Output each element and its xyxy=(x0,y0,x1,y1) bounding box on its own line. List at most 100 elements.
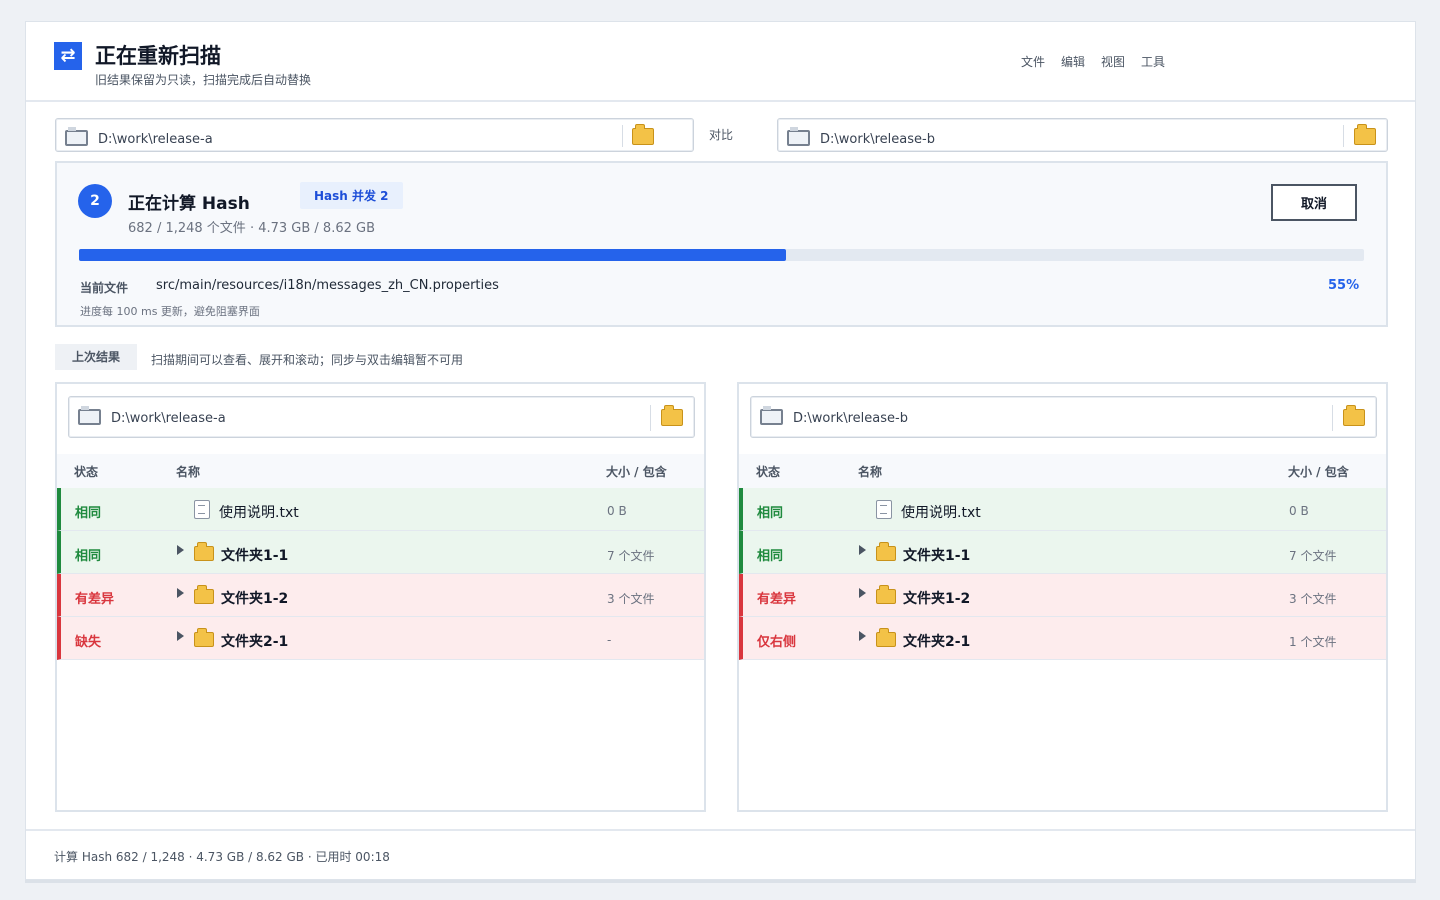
table-row[interactable]: 缺失 文件夹2-1 - xyxy=(57,617,704,660)
status-text: 计算 Hash 682 / 1,248 · 4.73 GB / 8.62 GB … xyxy=(54,850,390,864)
expand-caret-icon[interactable] xyxy=(859,545,866,555)
page-title: 正在重新扫描 xyxy=(95,44,221,68)
progress-fill xyxy=(79,249,786,261)
file-icon xyxy=(876,500,892,519)
row-status: 相同 xyxy=(757,506,784,521)
table-row[interactable]: 有差异 文件夹1-2 3 个文件 xyxy=(739,574,1386,617)
cancel-button[interactable]: 取消 xyxy=(1271,184,1357,221)
right-path-field[interactable]: D:\work\release-b xyxy=(777,118,1388,152)
divider xyxy=(1343,125,1344,147)
current-file-label: 当前文件 xyxy=(80,281,129,295)
row-name: 文件夹1-1 xyxy=(221,548,289,564)
expand-caret-icon[interactable] xyxy=(859,631,866,641)
col-status[interactable]: 状态 xyxy=(756,465,781,479)
col-name[interactable]: 名称 xyxy=(176,465,201,479)
menu-view[interactable]: 视图 xyxy=(1101,55,1126,69)
left-browse-folder-icon[interactable] xyxy=(632,124,654,146)
expand-caret-icon[interactable] xyxy=(177,631,184,641)
table-row[interactable]: 相同 文件夹1-1 7 个文件 xyxy=(57,531,704,574)
folder-icon xyxy=(194,585,214,604)
row-name: 文件夹1-1 xyxy=(903,548,971,564)
row-status: 相同 xyxy=(75,549,102,564)
left-pane-path-text: D:\work\release-a xyxy=(111,411,226,426)
row-size: 0 B xyxy=(1289,504,1309,518)
col-status[interactable]: 状态 xyxy=(74,465,99,479)
row-status: 缺失 xyxy=(75,635,102,650)
left-file-list: 相同 使用说明.txt 0 B 相同 文件夹1-1 7 个文件 有差异 文件夹1-2 3 个文件… xyxy=(57,488,704,660)
hash-concurrency-badge: Hash 并发 2 xyxy=(300,182,403,209)
left-pane-browse-folder-icon[interactable] xyxy=(661,405,683,427)
right-pane-path-field[interactable]: D:\work\release-b xyxy=(750,396,1377,438)
row-status: 相同 xyxy=(757,549,784,564)
header: ⇄ 正在重新扫描 旧结果保留为只读，扫描完成后自动替换 文件 编辑 视图 工具 xyxy=(26,22,1415,102)
right-browse-folder-icon[interactable] xyxy=(1354,124,1376,146)
table-row[interactable]: 相同 使用说明.txt 0 B xyxy=(57,488,704,531)
folder-icon xyxy=(194,542,214,561)
right-path-text: D:\work\release-b xyxy=(820,132,935,147)
previous-results-tag: 上次结果 xyxy=(55,344,137,370)
right-pane: D:\work\release-b 状态 名称 大小 / 包含 相同 使用说明.t… xyxy=(737,382,1388,812)
row-name: 使用说明.txt xyxy=(901,505,981,521)
row-size: 3 个文件 xyxy=(607,592,655,606)
col-size[interactable]: 大小 / 包含 xyxy=(1288,465,1349,479)
row-name: 文件夹2-1 xyxy=(903,634,971,650)
col-name[interactable]: 名称 xyxy=(858,465,883,479)
menu-bar: 文件 编辑 视图 工具 xyxy=(1021,53,1165,70)
drive-icon xyxy=(78,406,101,425)
column-header: 状态 名称 大小 / 包含 xyxy=(739,454,1386,488)
folder-icon xyxy=(876,585,896,604)
scan-stats: 682 / 1,248 个文件 · 4.73 GB / 8.62 GB xyxy=(128,221,375,236)
file-icon xyxy=(194,500,210,519)
right-pane-browse-folder-icon[interactable] xyxy=(1343,405,1365,427)
row-name: 文件夹2-1 xyxy=(221,634,289,650)
folder-icon xyxy=(876,542,896,561)
left-path-field[interactable]: D:\work\release-a xyxy=(55,118,694,152)
expand-caret-icon[interactable] xyxy=(177,545,184,555)
page-subtitle: 旧结果保留为只读，扫描完成后自动替换 xyxy=(95,73,312,87)
row-name: 使用说明.txt xyxy=(219,505,299,521)
menu-edit[interactable]: 编辑 xyxy=(1061,55,1086,69)
divider xyxy=(622,125,623,147)
row-size: - xyxy=(607,633,612,647)
left-pane: D:\work\release-a 状态 名称 大小 / 包含 相同 使用说明.t… xyxy=(55,382,706,812)
column-header: 状态 名称 大小 / 包含 xyxy=(57,454,704,488)
row-status: 相同 xyxy=(75,506,102,521)
row-size: 7 个文件 xyxy=(1289,549,1337,563)
col-size[interactable]: 大小 / 包含 xyxy=(606,465,667,479)
expand-caret-icon[interactable] xyxy=(859,588,866,598)
row-size: 3 个文件 xyxy=(1289,592,1337,606)
folder-icon xyxy=(194,628,214,647)
swap-icon: ⇄ xyxy=(54,42,82,70)
row-status: 有差异 xyxy=(757,592,797,607)
drive-icon xyxy=(760,406,783,425)
table-row[interactable]: 相同 文件夹1-1 7 个文件 xyxy=(739,531,1386,574)
drive-icon xyxy=(65,127,88,146)
folder-icon xyxy=(876,628,896,647)
drive-icon xyxy=(787,127,810,146)
app-window: ⇄ 正在重新扫描 旧结果保留为只读，扫描完成后自动替换 文件 编辑 视图 工具 … xyxy=(25,21,1416,880)
row-status: 仅右侧 xyxy=(757,635,797,650)
row-status: 有差异 xyxy=(75,592,115,607)
progress-bar xyxy=(79,249,1364,261)
previous-results-description: 扫描期间可以查看、展开和滚动；同步与双击编辑暂不可用 xyxy=(151,353,464,367)
progress-percent: 55% xyxy=(1328,278,1360,293)
left-pane-path-field[interactable]: D:\work\release-a xyxy=(68,396,695,438)
row-size: 7 个文件 xyxy=(607,549,655,563)
menu-tools[interactable]: 工具 xyxy=(1141,55,1166,69)
table-row[interactable]: 有差异 文件夹1-2 3 个文件 xyxy=(57,574,704,617)
status-bar: 计算 Hash 682 / 1,248 · 4.73 GB / 8.62 GB … xyxy=(26,829,1415,881)
step-number: 2 xyxy=(78,184,112,218)
right-pane-path-text: D:\work\release-b xyxy=(793,411,908,426)
row-size: 1 个文件 xyxy=(1289,635,1337,649)
progress-note: 进度每 100 ms 更新，避免阻塞界面 xyxy=(80,305,260,318)
table-row[interactable]: 仅右侧 文件夹2-1 1 个文件 xyxy=(739,617,1386,660)
step-title: 正在计算 Hash xyxy=(128,194,250,214)
menu-file[interactable]: 文件 xyxy=(1021,55,1046,69)
divider xyxy=(1332,405,1333,431)
table-row[interactable]: 相同 使用说明.txt 0 B xyxy=(739,488,1386,531)
divider xyxy=(650,405,651,431)
right-file-list: 相同 使用说明.txt 0 B 相同 文件夹1-1 7 个文件 有差异 文件夹1-2 3 个文件… xyxy=(739,488,1386,660)
row-size: 0 B xyxy=(607,504,627,518)
row-name: 文件夹1-2 xyxy=(903,591,971,607)
expand-caret-icon[interactable] xyxy=(177,588,184,598)
